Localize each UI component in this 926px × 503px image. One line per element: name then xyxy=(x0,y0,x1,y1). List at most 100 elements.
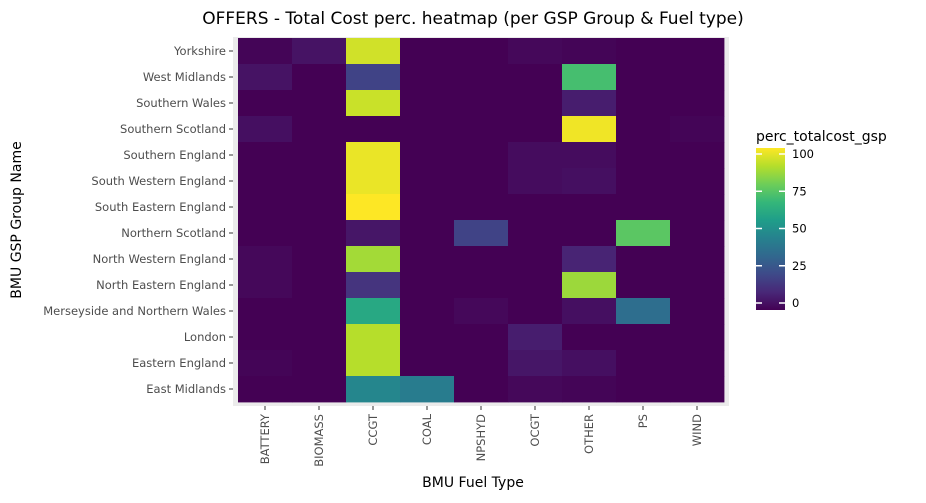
heatmap-cell xyxy=(346,350,401,377)
heatmap-cell xyxy=(346,246,401,273)
heatmap-cell xyxy=(670,220,725,247)
heatmap-cell xyxy=(346,324,401,351)
heatmap-cell xyxy=(400,376,455,403)
y-tick-label: Eastern England xyxy=(132,356,226,370)
heatmap-cell xyxy=(346,142,401,169)
heatmap-cell xyxy=(400,116,455,143)
heatmap-cell xyxy=(238,64,293,91)
heatmap-cell xyxy=(670,376,725,403)
heatmap-cell xyxy=(616,220,671,247)
heatmap-cell xyxy=(508,142,563,169)
heatmap-cell xyxy=(292,272,347,299)
heatmap-cell xyxy=(400,350,455,377)
heatmap-cell xyxy=(346,64,401,91)
heatmap-cell xyxy=(616,38,671,65)
heatmap-cell xyxy=(292,194,347,221)
heatmap-cell xyxy=(562,142,617,169)
heatmap-cell xyxy=(616,350,671,377)
y-tick-label: North Eastern England xyxy=(96,278,226,292)
heatmap-cell xyxy=(508,64,563,91)
heatmap-cell xyxy=(292,376,347,403)
heatmap-cell xyxy=(454,90,509,117)
heatmap-cell xyxy=(508,220,563,247)
legend-tick-label: 25 xyxy=(792,259,807,273)
heatmap-cell xyxy=(616,376,671,403)
heatmap-cell xyxy=(508,168,563,195)
heatmap-cell xyxy=(454,142,509,169)
heatmap-cell xyxy=(346,220,401,247)
heatmap-cell xyxy=(562,350,617,377)
y-tick-label: Merseyside and Northern Wales xyxy=(43,304,226,318)
y-tick-label: Southern Scotland xyxy=(120,122,226,136)
heatmap-cell xyxy=(400,64,455,91)
legend-title: perc_totalcost_gsp xyxy=(756,129,887,145)
legend-tick-label: 100 xyxy=(792,147,814,161)
heatmap-cell xyxy=(346,298,401,325)
heatmap-cell xyxy=(238,246,293,273)
heatmap-cell xyxy=(508,246,563,273)
heatmap-cell xyxy=(616,324,671,351)
heatmap-cell xyxy=(454,324,509,351)
heatmap-cell xyxy=(616,142,671,169)
heatmap-cell xyxy=(670,90,725,117)
heatmap-cell xyxy=(670,246,725,273)
legend-tick-label: 50 xyxy=(792,222,807,236)
heatmap-cell xyxy=(292,38,347,65)
heatmap-cell xyxy=(562,64,617,91)
heatmap-cell xyxy=(616,64,671,91)
heatmap-cell xyxy=(562,194,617,221)
legend-ticks: 0 25 50 75 100 xyxy=(756,147,814,310)
heatmap-cell xyxy=(346,116,401,143)
heatmap-cell xyxy=(238,220,293,247)
heatmap-cell xyxy=(508,350,563,377)
heatmap-cell xyxy=(508,376,563,403)
heatmap-cell xyxy=(238,350,293,377)
y-tick-label: Southern Wales xyxy=(136,96,226,110)
y-axis-title: BMU GSP Group Name xyxy=(9,141,25,298)
heatmap-cell xyxy=(670,168,725,195)
heatmap-cell xyxy=(508,272,563,299)
heatmap-cell xyxy=(238,38,293,65)
heatmap-cell xyxy=(454,194,509,221)
legend-tick-label: 0 xyxy=(792,296,799,310)
heatmap-cell xyxy=(508,324,563,351)
x-tick-label: PS xyxy=(636,414,650,428)
y-tick-label: Northern Scotland xyxy=(121,226,226,240)
heatmap-cell xyxy=(562,90,617,117)
heatmap-cell xyxy=(238,324,293,351)
heatmap-cell xyxy=(346,90,401,117)
heatmap-cell xyxy=(238,272,293,299)
heatmap-cell xyxy=(616,90,671,117)
heatmap-cell xyxy=(292,324,347,351)
heatmap-cell xyxy=(292,246,347,273)
heatmap-cell xyxy=(400,142,455,169)
heatmap-cell xyxy=(562,324,617,351)
heatmap-cell xyxy=(238,194,293,221)
heatmap-cell xyxy=(562,376,617,403)
heatmap-cell xyxy=(616,194,671,221)
heatmap-cell xyxy=(454,376,509,403)
heatmap-cell xyxy=(508,194,563,221)
y-tick-label: South Western England xyxy=(91,174,226,188)
x-tick-label: WIND xyxy=(690,414,704,446)
heatmap-cell xyxy=(454,38,509,65)
heatmap-cell xyxy=(508,38,563,65)
heatmap-cell xyxy=(292,142,347,169)
y-tick-label: London xyxy=(184,330,226,344)
heatmap-cell xyxy=(670,142,725,169)
heatmap-cell xyxy=(454,220,509,247)
heatmap-cell xyxy=(454,272,509,299)
heatmap-cell xyxy=(346,194,401,221)
heatmap-cell xyxy=(400,38,455,65)
heatmap-cells xyxy=(238,38,725,403)
chart-title: OFFERS - Total Cost perc. heatmap (per G… xyxy=(202,9,744,29)
x-tick-label: OCGT xyxy=(528,413,542,447)
heatmap-cell xyxy=(346,168,401,195)
heatmap-cell xyxy=(400,168,455,195)
heatmap-cell xyxy=(346,38,401,65)
y-tick-label: East Midlands xyxy=(146,382,226,396)
heatmap-cell xyxy=(346,376,401,403)
heatmap-cell xyxy=(562,272,617,299)
